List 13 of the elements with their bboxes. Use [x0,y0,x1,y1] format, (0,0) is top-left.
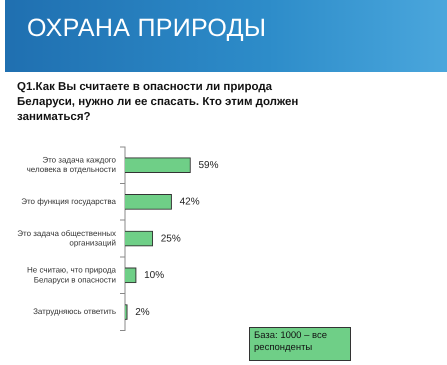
data-label: 10% [144,270,164,282]
data-label: 59% [198,160,219,171]
text: База: 1000 – все респонденты [249,327,351,361]
data-label: 42% [180,196,200,208]
data-label: 2% [135,306,150,318]
y-tick-label: Не считаю, что природа Беларуси в опасности [27,266,117,284]
y-tick-label: Это функция государства [21,197,117,206]
chart-title: ОХРАНА ПРИРОДЫ [27,14,266,43]
y-tick-label: Это задача каждого человека в отдельности [26,156,117,174]
chart-subtitle: Q1.Как Вы считаете в опасности ли природа Беларуси, нужно ли ее спасать. Кто этим должен заниматься? [17,80,300,125]
y-tick-label: Затрудняюсь ответить [33,307,116,316]
data-label: 25% [160,233,181,244]
y-tick-label: Это задача общественных организаций [17,229,116,248]
